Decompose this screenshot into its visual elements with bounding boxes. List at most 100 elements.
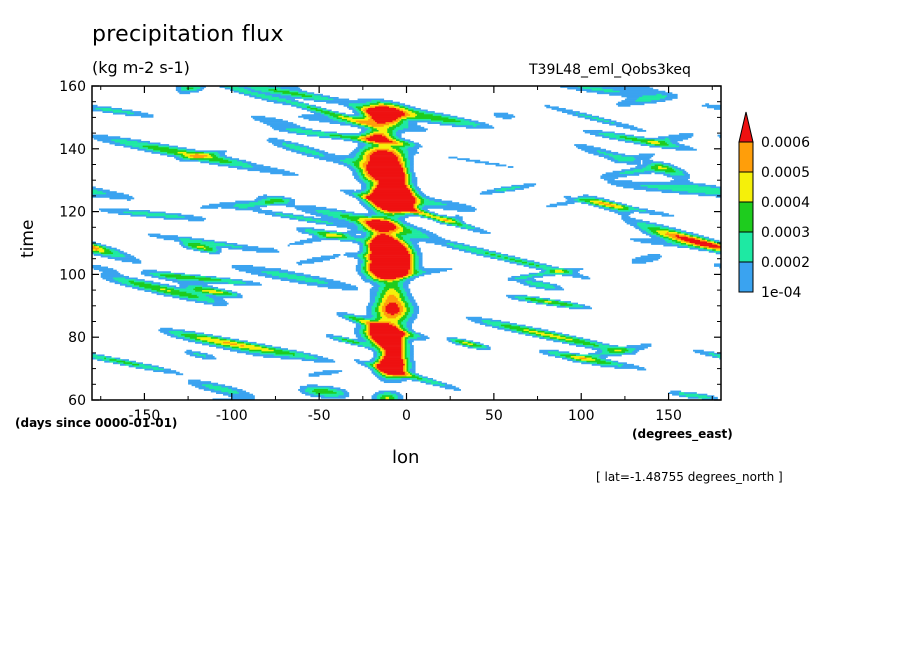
field-cell — [362, 268, 367, 270]
field-cell — [376, 213, 385, 216]
field-cell — [598, 155, 610, 157]
field-cell — [179, 297, 189, 300]
field-cell — [245, 271, 262, 274]
field-cell — [403, 308, 407, 311]
field-cell — [247, 86, 269, 88]
field-cell — [165, 279, 178, 281]
field-cell — [626, 348, 636, 351]
field-cell — [369, 279, 374, 281]
field-cell — [406, 356, 411, 358]
field-cell — [703, 246, 710, 249]
field-cell — [411, 188, 414, 190]
field-cell — [366, 243, 369, 245]
field-cell — [602, 351, 610, 354]
field-cell — [354, 340, 358, 343]
field-cell — [422, 378, 428, 380]
field-cell — [221, 279, 233, 281]
field-cell — [624, 139, 633, 142]
field-cell — [364, 219, 372, 222]
field-cell — [406, 241, 413, 244]
field-cell — [355, 169, 360, 172]
field-cell — [362, 175, 365, 178]
field-cell — [382, 305, 386, 308]
field-cell — [226, 338, 233, 341]
field-cell — [416, 228, 427, 231]
field-cell — [406, 367, 409, 369]
field-cell — [387, 128, 395, 131]
field-cell — [383, 313, 392, 316]
field-cell — [404, 241, 407, 244]
field-cell — [385, 374, 393, 377]
field-cell — [672, 166, 678, 168]
field-cell — [411, 111, 420, 113]
field-cell — [189, 338, 196, 341]
field-cell — [319, 151, 329, 154]
field-cell — [369, 296, 376, 299]
field-cell — [614, 133, 626, 135]
field-cell — [305, 280, 325, 283]
field-cell — [277, 100, 292, 102]
field-cell — [333, 338, 339, 341]
field-cell — [598, 206, 605, 209]
field-cell — [315, 222, 327, 225]
field-cell — [502, 117, 512, 120]
field-cell — [362, 109, 367, 112]
field-cell — [607, 158, 615, 161]
field-cell — [403, 352, 406, 355]
field-cell — [635, 257, 661, 259]
field-cell — [378, 319, 399, 322]
field-cell — [516, 330, 523, 333]
field-cell — [230, 345, 241, 347]
field-cell — [315, 106, 322, 109]
field-cell — [97, 359, 103, 362]
field-cell — [202, 290, 217, 292]
field-cell — [423, 200, 435, 203]
field-cell — [345, 235, 351, 238]
field-cell — [359, 257, 364, 259]
field-cell — [341, 216, 369, 219]
field-cell — [404, 359, 407, 362]
field-cell — [694, 351, 715, 354]
field-cell — [542, 302, 549, 305]
field-cell — [396, 277, 400, 280]
field-cell — [375, 392, 385, 395]
field-cell — [368, 332, 371, 335]
field-cell — [403, 359, 406, 362]
field-cell — [100, 255, 112, 258]
field-cell — [413, 275, 420, 278]
field-cell — [289, 356, 315, 358]
field-cell — [542, 335, 551, 338]
field-cell — [401, 118, 407, 121]
field-cell — [389, 126, 397, 129]
field-cell — [401, 329, 404, 332]
field-cell — [322, 107, 327, 110]
field-cell — [369, 247, 407, 250]
field-cell — [376, 351, 379, 354]
field-cell — [371, 125, 385, 128]
field-cell — [439, 219, 444, 222]
field-cell — [368, 272, 372, 275]
field-cell — [411, 367, 416, 369]
field-cell — [151, 288, 161, 291]
field-cell — [659, 233, 666, 236]
field-cell — [621, 217, 636, 220]
field-cell — [366, 249, 369, 252]
field-cell — [364, 197, 367, 200]
field-cell — [649, 228, 669, 231]
field-cell — [404, 338, 407, 341]
field-cell — [144, 363, 152, 366]
field-cell — [362, 332, 367, 335]
field-cell — [373, 233, 378, 236]
field-cell — [408, 370, 411, 373]
field-cell — [362, 230, 369, 233]
field-cell — [368, 225, 371, 228]
field-cell — [413, 274, 420, 277]
field-cell — [416, 189, 421, 192]
field-cell — [359, 221, 364, 223]
field-cell — [420, 230, 430, 233]
field-cell — [403, 164, 406, 167]
field-cell — [366, 238, 371, 241]
field-cell — [479, 232, 491, 234]
field-cell — [306, 106, 311, 109]
